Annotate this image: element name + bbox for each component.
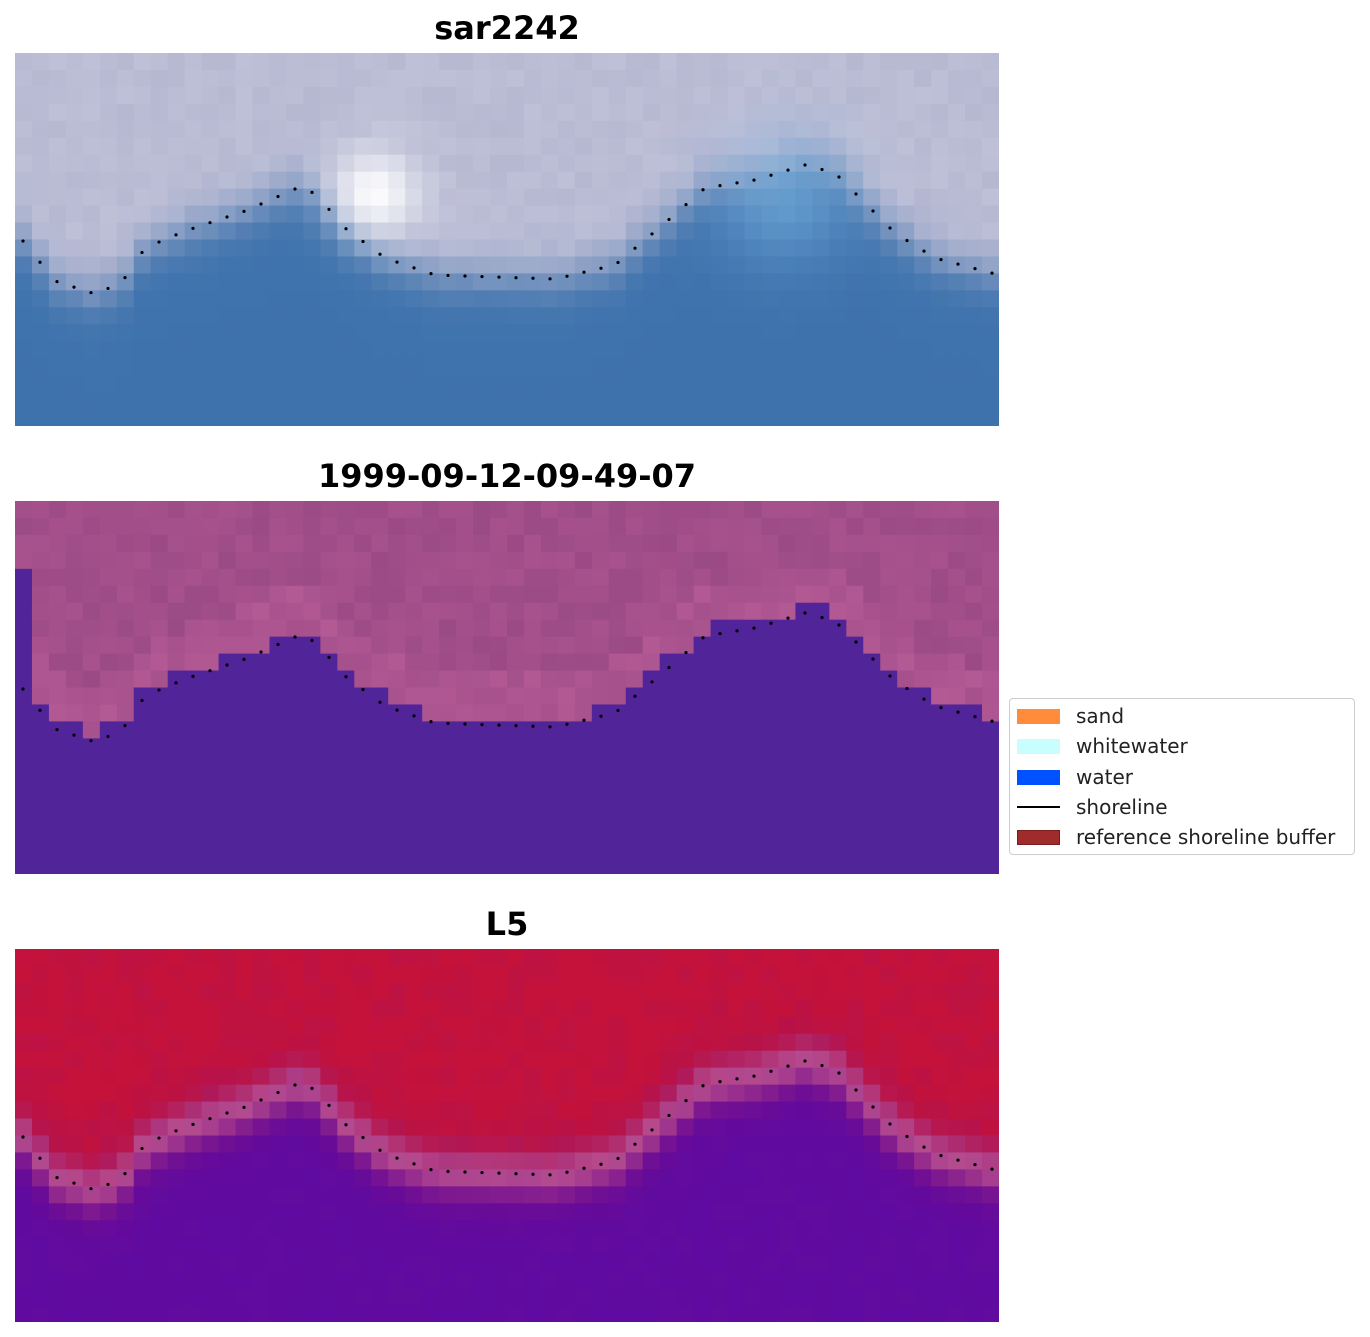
- title-panel-3: L5: [485, 905, 529, 943]
- rgb-image-panel: [15, 53, 999, 426]
- legend-label-shoreline: shoreline: [1076, 795, 1168, 819]
- title-panel-1: sar2242: [434, 9, 580, 47]
- classified-image: [15, 501, 999, 874]
- rgb-image: [15, 53, 999, 426]
- legend-label-reference-buffer: reference shoreline buffer: [1076, 825, 1336, 849]
- legend-item-whitewater: whitewater: [1017, 734, 1188, 758]
- sand-swatch: [1017, 708, 1060, 724]
- legend-label-whitewater: whitewater: [1076, 734, 1188, 758]
- legend-item-sand: sand: [1017, 704, 1125, 728]
- classified-image-panel: [15, 501, 999, 874]
- probability-image: [15, 949, 999, 1322]
- legend-item-shoreline: shoreline: [1017, 795, 1168, 819]
- legend-item-water: water: [1017, 765, 1133, 789]
- legend-item-reference-buffer: reference shoreline buffer: [1017, 825, 1336, 849]
- water-swatch: [1017, 769, 1060, 785]
- legend: sand whitewater water shoreline referenc…: [1009, 698, 1355, 855]
- whitewater-swatch: [1017, 738, 1060, 754]
- title-panel-2: 1999-09-12-09-49-07: [317, 457, 697, 495]
- shoreline-line-swatch: [1017, 806, 1060, 808]
- reference-buffer-swatch: [1017, 829, 1060, 845]
- legend-label-sand: sand: [1076, 704, 1125, 728]
- legend-label-water: water: [1076, 765, 1133, 789]
- probability-image-panel: [15, 949, 999, 1322]
